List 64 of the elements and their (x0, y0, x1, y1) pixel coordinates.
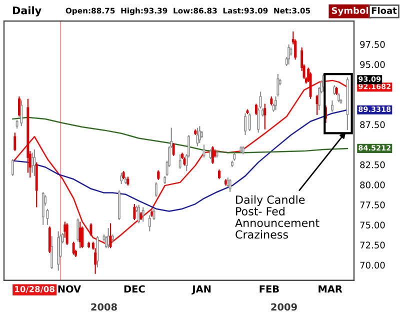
text: Float (372, 6, 397, 14)
candlestick (50, 236, 54, 270)
candlestick (257, 108, 260, 134)
candlestick (264, 103, 266, 130)
y-tick-label: 97.50 (360, 41, 385, 48)
candlestick (76, 218, 80, 242)
candlestick (107, 228, 110, 249)
candlestick (96, 236, 99, 268)
candlestick (333, 84, 336, 96)
y-tick-label: 82.50 (360, 161, 385, 168)
x-tick-label: FEB (260, 285, 279, 293)
candlestick (172, 142, 175, 156)
candlestick (11, 158, 14, 176)
candlestick (138, 204, 140, 224)
text: 2009 (271, 303, 297, 311)
candlestick (309, 72, 312, 100)
candlestick (157, 170, 160, 181)
candlestick (18, 96, 20, 118)
text: Symbol (332, 6, 368, 16)
candlestick (14, 132, 16, 152)
candlestick (148, 214, 151, 232)
annotation: Daily Candle Post- Fed Announcement Craziness (235, 195, 320, 239)
y-tick-label: 95.00 (360, 61, 385, 68)
candlestick (226, 176, 230, 188)
candlestick (211, 146, 214, 164)
candlestick (254, 103, 258, 116)
x-tick-label: JAN (192, 285, 211, 294)
candlestick (276, 73, 280, 98)
text: 2008 (91, 303, 117, 311)
ref-line-label: 10/28/08 (15, 286, 54, 293)
x-tick-label: DEC (124, 285, 145, 293)
candlestick (33, 148, 36, 176)
candlestick (274, 96, 277, 111)
candlestick (120, 172, 123, 185)
y-tick-label: 77.50 (360, 202, 385, 208)
x-tick-label: MAR (318, 285, 342, 293)
candlestick (48, 226, 51, 254)
candlestick (81, 226, 84, 249)
candlestick (72, 241, 75, 256)
candlestick (154, 182, 158, 198)
candlestick (196, 127, 199, 147)
y-tick-label: 87.50 (360, 121, 385, 128)
candlestick (259, 91, 262, 110)
candlestick (248, 112, 251, 132)
chart-title: Daily (12, 6, 42, 16)
y-tick-label: 80.00 (360, 181, 385, 188)
candlestick (20, 100, 23, 127)
candlestick (133, 203, 136, 221)
candlestick (244, 112, 247, 136)
candlestick (218, 168, 220, 180)
candlestick (142, 206, 144, 222)
candlestick (178, 154, 182, 170)
y-tick-label: 75.00 (360, 222, 385, 228)
candlestick (90, 222, 92, 237)
candlestick (228, 178, 232, 193)
candlestick (42, 191, 44, 226)
candlestick (66, 222, 68, 246)
candlestick (109, 222, 112, 249)
y-tick-label: 70.00 (360, 262, 385, 269)
candlestick (331, 100, 334, 112)
candlestick (198, 126, 201, 144)
x-tick-label: NOV (58, 285, 82, 293)
line-series (12, 80, 348, 246)
y-tick-label: 72.50 (360, 242, 385, 249)
